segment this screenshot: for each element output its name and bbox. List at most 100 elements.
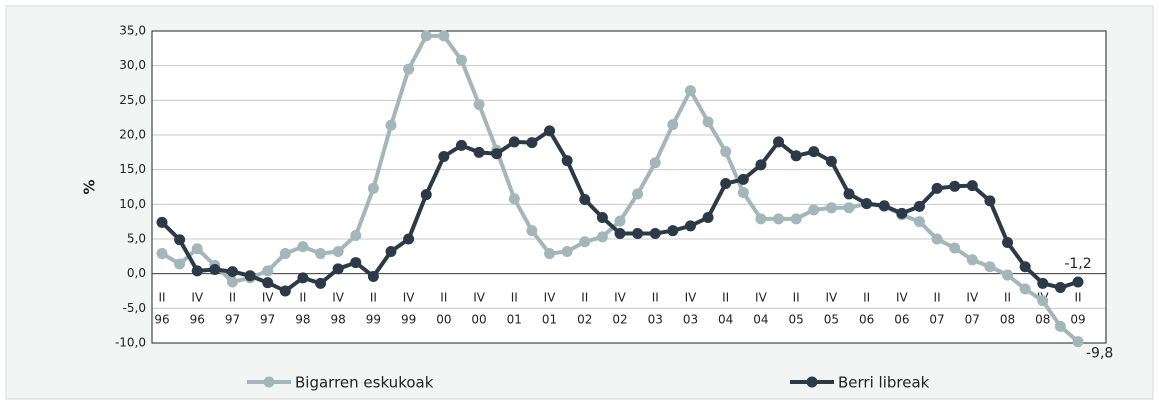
x-tick-label: 97 — [260, 313, 275, 327]
series-point — [191, 265, 203, 277]
series-point — [526, 225, 538, 237]
x-tick-label: IV — [755, 291, 768, 305]
series-point — [684, 85, 696, 97]
series-point — [438, 150, 450, 162]
series-point — [949, 242, 961, 254]
series-point — [1002, 269, 1014, 281]
series-point — [455, 139, 467, 151]
series-point — [614, 227, 626, 239]
x-tick-label: 99 — [366, 313, 381, 327]
series-point — [984, 195, 996, 207]
series-point — [226, 276, 238, 288]
series-point — [755, 159, 767, 171]
x-tick-label: 04 — [753, 313, 768, 327]
x-tick-label: IV — [966, 291, 979, 305]
series-point — [632, 227, 644, 239]
series-point — [350, 257, 362, 269]
series-point — [913, 200, 925, 212]
x-tick-label: IV — [614, 291, 627, 305]
series-point — [790, 150, 802, 162]
series-point — [1037, 295, 1049, 307]
series-point — [420, 189, 432, 201]
y-tick-label: -5,0 — [123, 301, 146, 315]
x-tick-label: II — [370, 291, 377, 305]
x-tick-label: 96 — [190, 313, 205, 327]
series-point — [579, 236, 591, 248]
x-tick-label: 96 — [154, 313, 169, 327]
x-tick-label: 01 — [507, 313, 522, 327]
x-tick-label: 98 — [331, 313, 346, 327]
series-point — [262, 265, 274, 277]
x-tick-label: IV — [544, 291, 557, 305]
series-point — [174, 258, 186, 270]
series-point — [596, 231, 608, 243]
x-tick-label: 00 — [471, 313, 486, 327]
series-point — [825, 202, 837, 214]
series-point — [385, 245, 397, 257]
x-tick-label: 01 — [542, 313, 557, 327]
x-tick-label: II — [440, 291, 447, 305]
series-point — [262, 277, 274, 289]
series-point — [596, 212, 608, 224]
series-point — [279, 285, 291, 297]
series-point — [790, 213, 802, 225]
y-axis-label: % — [81, 179, 99, 194]
x-tick-label: 05 — [824, 313, 839, 327]
series-point — [773, 136, 785, 148]
series-point — [684, 220, 696, 232]
y-tick-label: 20,0 — [119, 128, 146, 142]
x-tick-label: 07 — [965, 313, 980, 327]
series-point — [332, 245, 344, 257]
y-tick-label: 30,0 — [119, 58, 146, 72]
series-point — [843, 202, 855, 214]
x-tick-label: IV — [262, 291, 275, 305]
x-tick-label: 05 — [789, 313, 804, 327]
x-tick-label: IV — [403, 291, 416, 305]
x-tick-label: 08 — [1035, 313, 1050, 327]
series-point — [808, 204, 820, 216]
series-point — [649, 227, 661, 239]
series-point — [455, 54, 467, 66]
x-tick-label: 04 — [718, 313, 733, 327]
series-point — [808, 146, 820, 158]
series-point — [737, 173, 749, 185]
series-point — [861, 198, 873, 210]
series-point — [244, 270, 256, 282]
x-tick-label: 99 — [401, 313, 416, 327]
series-point — [931, 182, 943, 194]
x-tick-label: IV — [332, 291, 345, 305]
series-point — [350, 230, 362, 242]
series-point — [843, 188, 855, 200]
series-point — [1019, 261, 1031, 273]
x-tick-label: 03 — [648, 313, 663, 327]
plot-border — [151, 30, 1107, 344]
y-tick-label: 5,0 — [127, 232, 146, 246]
x-tick-label: 02 — [612, 313, 627, 327]
series-point — [332, 263, 344, 275]
series-point — [367, 182, 379, 194]
series-point — [632, 188, 644, 200]
series-point — [1037, 277, 1049, 289]
x-tick-label: 00 — [436, 313, 451, 327]
y-tick-label: -10,0 — [115, 336, 146, 350]
series-point — [279, 248, 291, 260]
x-tick-label: 97 — [225, 313, 240, 327]
x-tick-label: II — [863, 291, 870, 305]
x-tick-label: 06 — [859, 313, 874, 327]
series-point — [755, 213, 767, 225]
legend-swatch — [806, 376, 818, 388]
series-point — [526, 137, 538, 149]
series-point — [174, 234, 186, 246]
x-tick-label: IV — [191, 291, 204, 305]
series-point — [949, 180, 961, 192]
x-tick-label: IV — [473, 291, 486, 305]
series-point — [297, 272, 309, 284]
series-point — [508, 193, 520, 205]
series-point — [420, 30, 432, 42]
x-tick-label: II — [1004, 291, 1011, 305]
x-tick-label: 98 — [295, 313, 310, 327]
series-point — [156, 216, 168, 228]
series-point — [649, 157, 661, 169]
series-point — [1054, 282, 1066, 294]
legend-swatch — [263, 376, 275, 388]
